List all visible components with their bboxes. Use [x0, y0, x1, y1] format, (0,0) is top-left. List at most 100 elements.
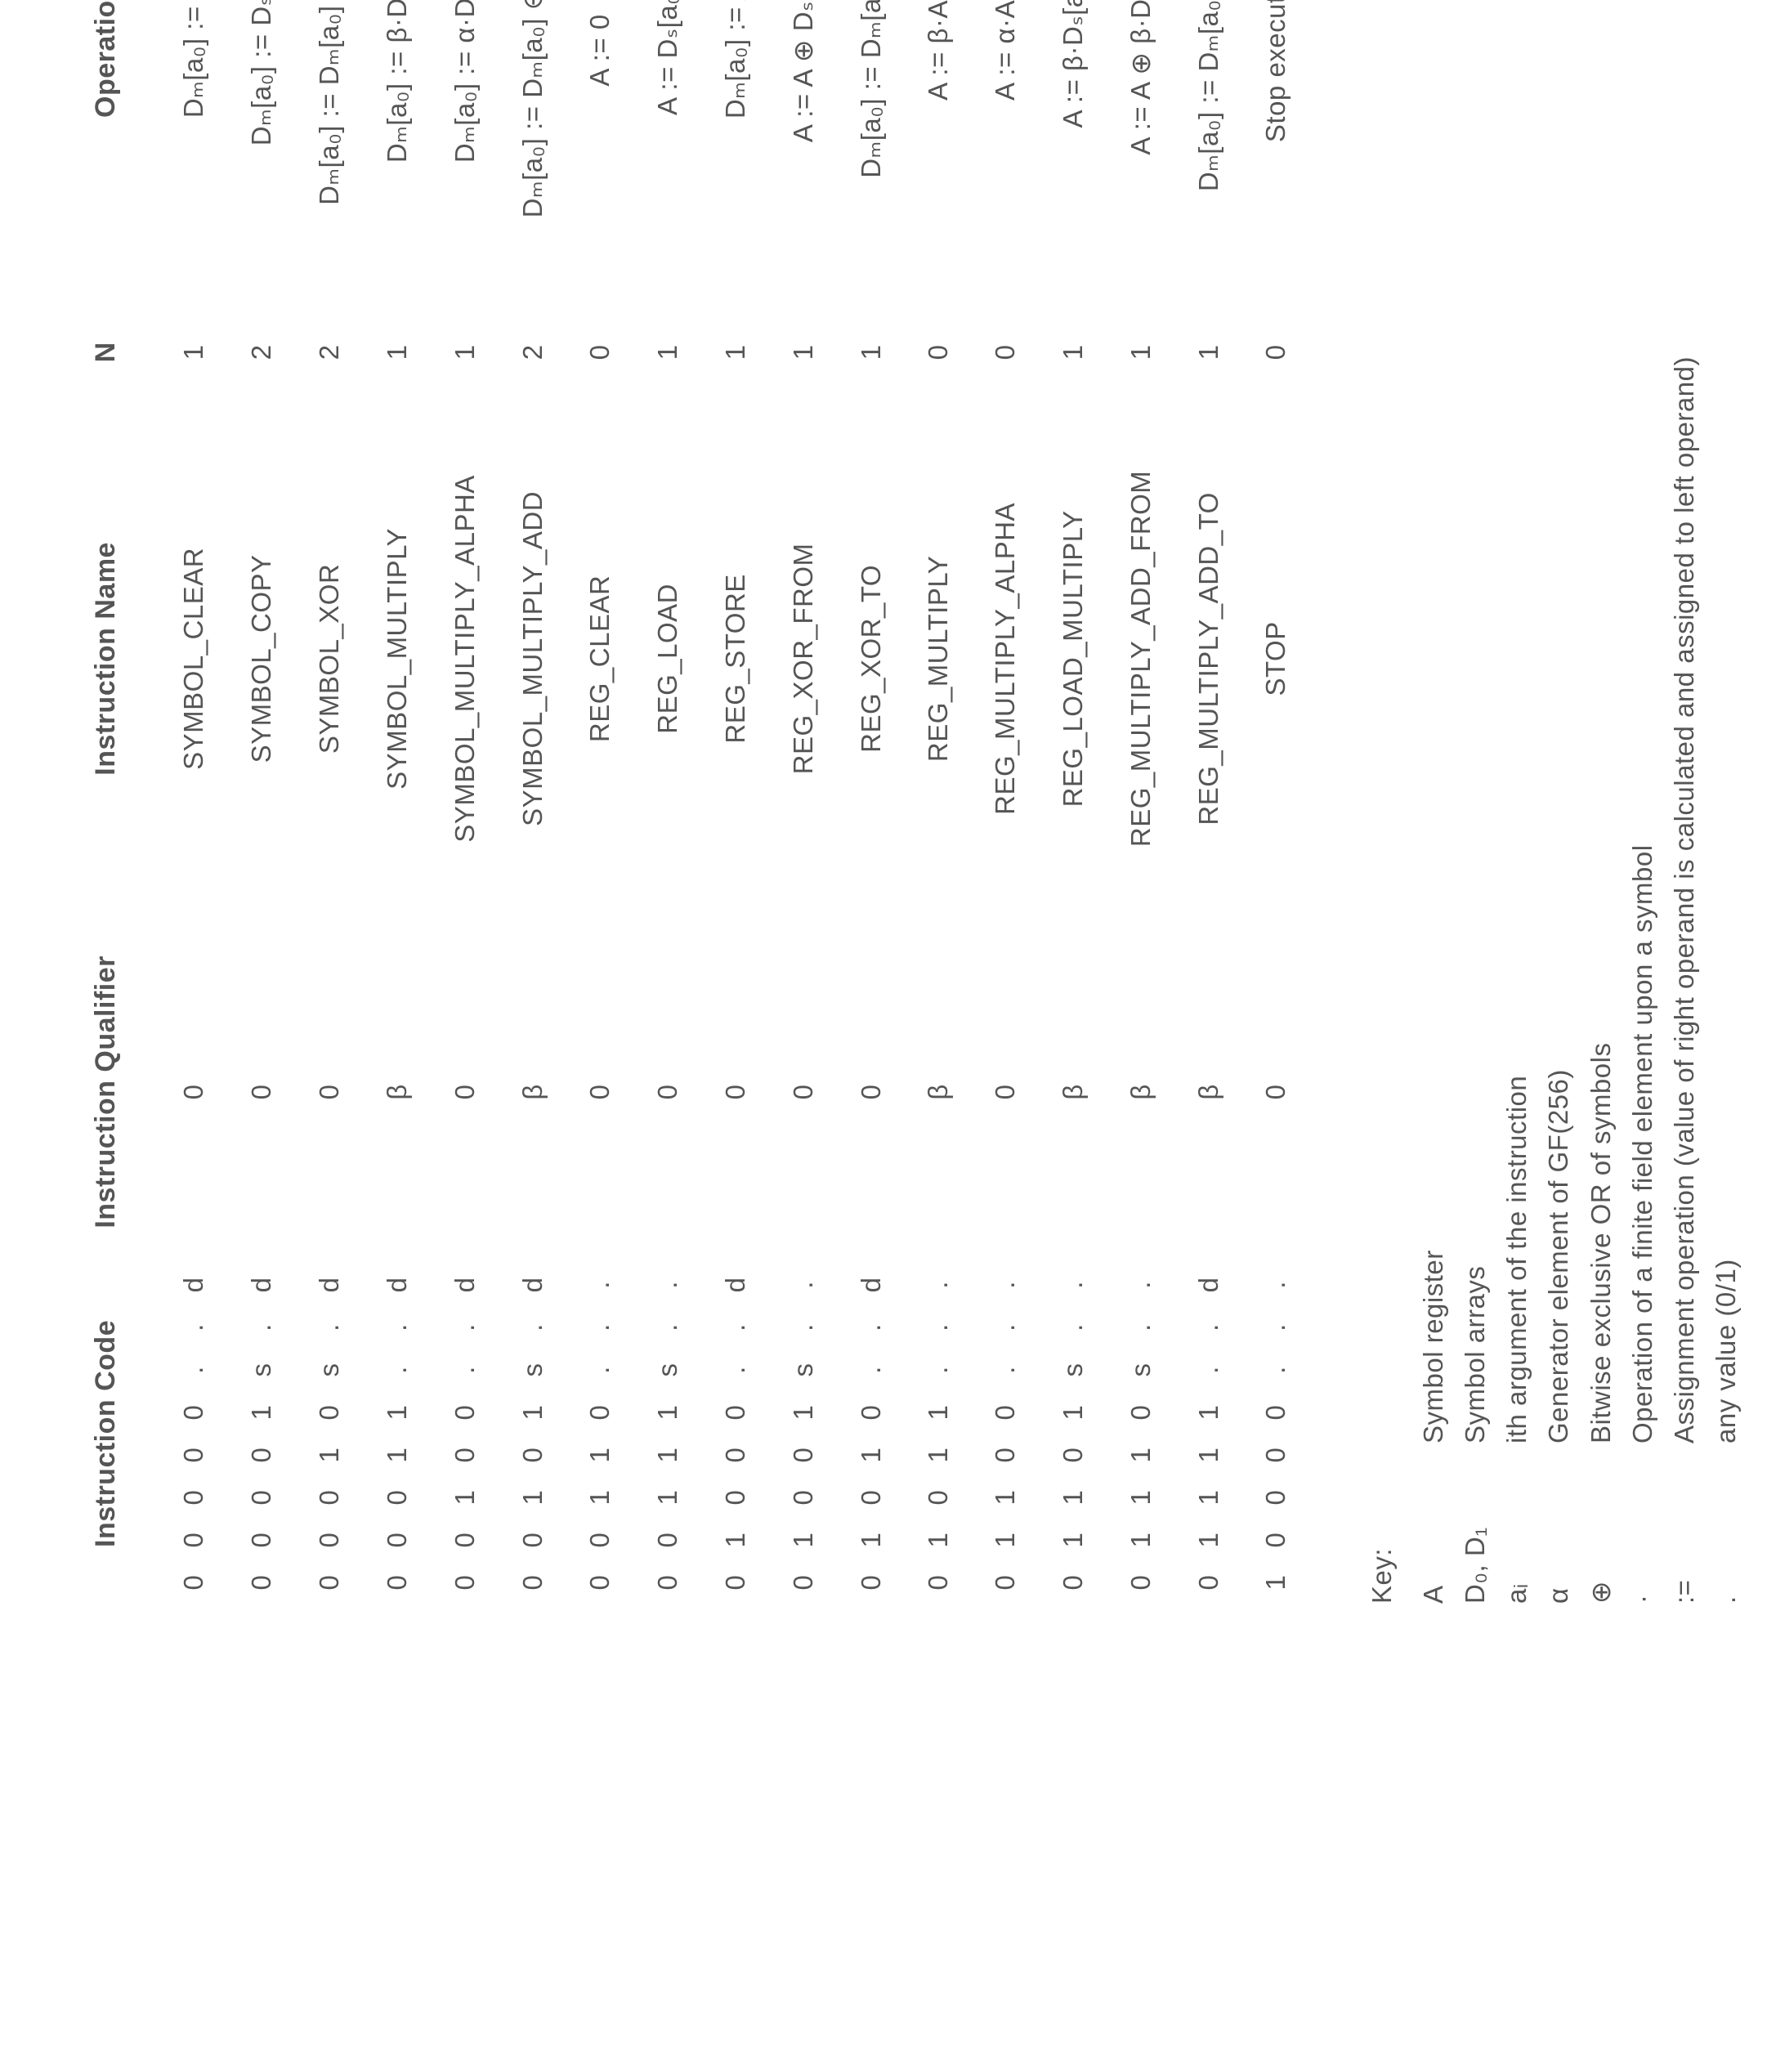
bit-cell: . [295, 1306, 363, 1349]
qualifier-cell: β [1174, 920, 1242, 1264]
qualifier-cell: 0 [227, 920, 295, 1264]
bit-cell: 0 [701, 1391, 769, 1434]
table-row: 00010s.d0SYMBOL_XOR2Dₘ[a₀] := Dₘ[a₀] ⊕ D… [295, 0, 363, 1604]
bit-cell: 1 [363, 1391, 431, 1434]
operation-cell: A := β·Dₛ[a₀] [1039, 0, 1107, 307]
bit-cell: 0 [431, 1561, 499, 1604]
page-canvas: Instruction Code Instruction Qualifier I… [0, 0, 1767, 2072]
table-row: 00101s.dβSYMBOL_MULTIPLY_ADD2Dₘ[a₀] := D… [499, 0, 566, 1604]
bit-cell: 1 [1039, 1519, 1107, 1561]
bit-cell: . [1107, 1264, 1174, 1306]
table-row: 00100..d0SYMBOL_MULTIPLY_ALPHA1Dₘ[a₀] :=… [431, 0, 499, 1604]
bit-cell: 1 [1174, 1519, 1242, 1561]
bit-cell: 0 [159, 1391, 227, 1434]
name-cell: REG_MULTIPLY_ADD_FROM [1107, 397, 1174, 920]
bit-cell: s [499, 1349, 566, 1391]
bit-cell: 1 [633, 1434, 701, 1476]
bit-cell: 1 [566, 1434, 633, 1476]
bit-cell: . [1174, 1349, 1242, 1391]
bit-cell: d [227, 1264, 295, 1306]
n-cell: 1 [633, 307, 701, 397]
qualifier-cell: 0 [769, 920, 837, 1264]
bit-cell: . [905, 1264, 972, 1306]
name-cell: STOP [1242, 397, 1309, 920]
bit-cell: 1 [1174, 1476, 1242, 1519]
n-cell: 1 [1174, 307, 1242, 397]
bit-cell: 0 [701, 1434, 769, 1476]
n-cell: 0 [905, 307, 972, 397]
bit-cell: 0 [295, 1391, 363, 1434]
key-row: aᵢith argument of the instruction [1496, 0, 1537, 1604]
bit-cell: 1 [905, 1391, 972, 1434]
name-cell: REG_MULTIPLY_ALPHA [972, 397, 1039, 920]
name-cell: REG_STORE [701, 397, 769, 920]
bit-cell: . [499, 1306, 566, 1349]
bit-cell: 0 [295, 1519, 363, 1561]
bit-cell: 1 [837, 1434, 905, 1476]
bit-cell: 0 [1242, 1391, 1309, 1434]
bit-cell: 0 [769, 1561, 837, 1604]
bit-cell: 0 [972, 1434, 1039, 1476]
table-row: 01010..d0REG_XOR_TO1Dₘ[a₀] := Dₘ[a₀] ⊕ A [837, 0, 905, 1604]
n-cell: 1 [431, 307, 499, 397]
operation-cell: A := 0 [566, 0, 633, 307]
bit-cell: . [1174, 1306, 1242, 1349]
name-cell: SYMBOL_CLEAR [159, 397, 227, 920]
bit-cell: 0 [701, 1476, 769, 1519]
bit-cell: d [1174, 1264, 1242, 1306]
bit-cell: . [633, 1306, 701, 1349]
bit-cell: . [972, 1306, 1039, 1349]
name-cell: SYMBOL_MULTIPLY_ADD [499, 397, 566, 920]
key-description: Assignment operation (value of right ope… [1663, 0, 1705, 1443]
name-cell: SYMBOL_MULTIPLY [363, 397, 431, 920]
bit-cell: 1 [431, 1476, 499, 1519]
n-cell: 2 [499, 307, 566, 397]
key-symbol: ⊕ [1580, 1481, 1622, 1604]
name-cell: REG_XOR_FROM [769, 397, 837, 920]
operation-cell: A := α·A [972, 0, 1039, 307]
name-cell: REG_CLEAR [566, 397, 633, 920]
operation-cell: Dₘ[a₀] := Dₘ[a₀] ⊕ β·A [1174, 0, 1242, 307]
bit-cell: d [701, 1264, 769, 1306]
table-header: Instruction Code Instruction Qualifier I… [90, 0, 159, 1604]
n-cell: 1 [159, 307, 227, 397]
key-description: Generator element of GF(256) [1537, 0, 1579, 1443]
bit-cell: 1 [499, 1391, 566, 1434]
bit-cell: s [633, 1349, 701, 1391]
bit-cell: . [431, 1306, 499, 1349]
bit-cell: 1 [972, 1519, 1039, 1561]
bit-cell: 0 [1039, 1434, 1107, 1476]
qualifier-cell: β [499, 920, 566, 1264]
qualifier-cell: 0 [1242, 920, 1309, 1264]
table-row: 10000...0STOP0Stop execution [1242, 0, 1309, 1604]
bit-cell: 0 [837, 1391, 905, 1434]
bit-cell: 1 [1107, 1476, 1174, 1519]
bit-cell: 1 [1174, 1391, 1242, 1434]
bit-cell: 0 [1039, 1561, 1107, 1604]
bit-cell: 0 [159, 1561, 227, 1604]
bit-cell: . [566, 1264, 633, 1306]
table-row: 00110...0REG_CLEAR0A := 0 [566, 0, 633, 1604]
bit-cell: . [227, 1306, 295, 1349]
bit-cell: 1 [905, 1434, 972, 1476]
key-description: Symbol arrays [1454, 0, 1496, 1443]
bit-cell: 1 [363, 1434, 431, 1476]
bit-cell: . [363, 1306, 431, 1349]
bit-cell: d [363, 1264, 431, 1306]
bit-cell: . [1242, 1306, 1309, 1349]
bit-cell: s [295, 1349, 363, 1391]
operation-cell: Dₘ[a₀] := Dₘ[a₀] ⊕ Dₛ[a₁] [295, 0, 363, 307]
n-cell: 1 [701, 307, 769, 397]
bit-cell: 1 [1107, 1434, 1174, 1476]
bit-cell: 1 [499, 1476, 566, 1519]
bit-cell: . [633, 1264, 701, 1306]
key-description: any value (0/1) [1705, 0, 1747, 1443]
bit-cell: 0 [769, 1434, 837, 1476]
table-body: 00000..d0SYMBOL_CLEAR1Dₘ[a₀] := 000001s.… [159, 0, 1309, 1604]
table-row: 01100...0REG_MULTIPLY_ALPHA0A := α·A [972, 0, 1039, 1604]
content-sheet: Instruction Code Instruction Qualifier I… [0, 0, 1767, 1767]
name-cell: REG_MULTIPLY_ADD_TO [1174, 397, 1242, 920]
n-cell: 0 [1242, 307, 1309, 397]
key-row: αGenerator element of GF(256) [1537, 0, 1579, 1604]
qualifier-cell: β [363, 920, 431, 1264]
